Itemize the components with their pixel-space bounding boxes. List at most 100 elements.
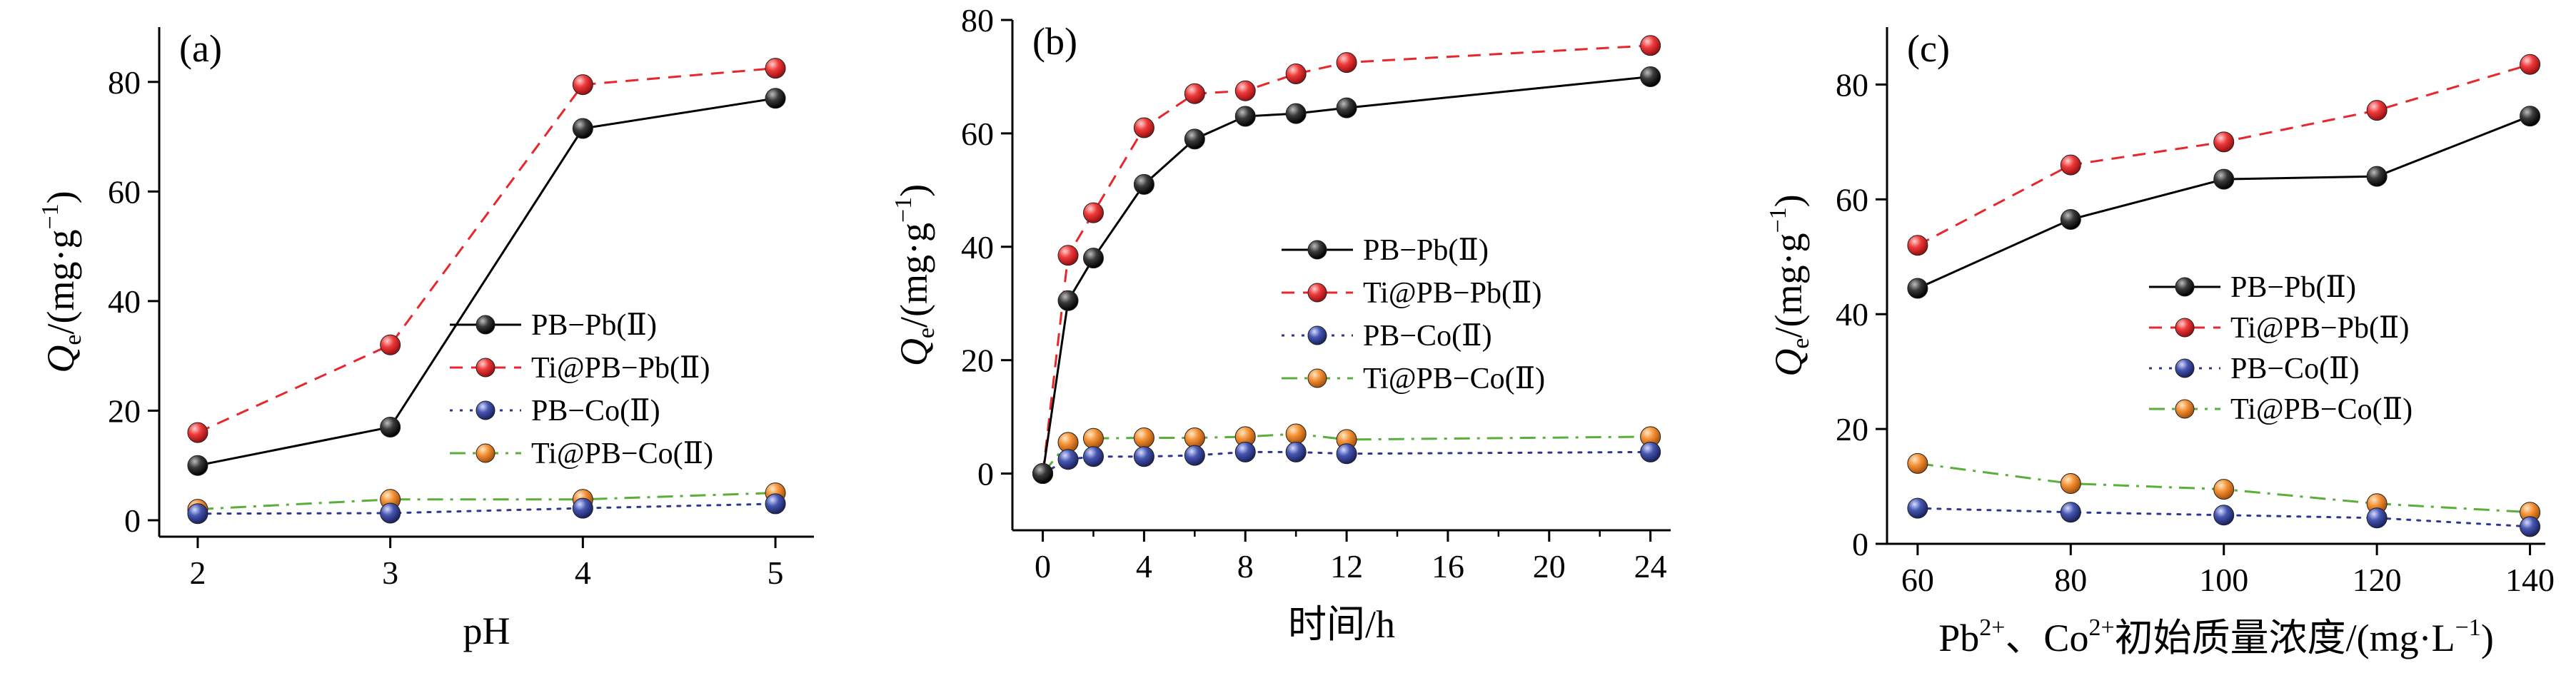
legend-entry: PB−Pb(Ⅱ) (531, 309, 657, 342)
x-tick-label: 8 (1237, 548, 1254, 585)
x-tick-label: 2 (189, 555, 206, 591)
data-point (1133, 173, 1154, 195)
legend-marker (1307, 325, 1327, 345)
chart-panel-c: 60 80 100 120 140 0 20 40 60 80 (c) Qe/(mg·g−1) Pb2+… (1765, 27, 2555, 659)
legend-marker (476, 400, 495, 420)
data-point (765, 58, 786, 79)
y-tick-label: 0 (977, 456, 994, 492)
data-point (380, 334, 401, 355)
y-tick-label: 0 (124, 502, 141, 539)
data-point (187, 455, 208, 476)
x-tick-label: 4 (1136, 548, 1152, 585)
legend-marker (2175, 358, 2195, 378)
data-point (1184, 83, 1205, 104)
data-point (2213, 168, 2235, 190)
data-point (2520, 54, 2541, 75)
data-point (1057, 245, 1079, 266)
data-point (1234, 80, 1256, 101)
x-tick-label: 16 (1432, 548, 1464, 585)
legend-entry: PB−Co(Ⅱ) (531, 395, 660, 427)
data-point (380, 416, 401, 437)
x-axis-label: Pb2+、Co2+初始质量浓度/(mg·L−1) (1938, 614, 2494, 659)
data-point (187, 503, 208, 525)
y-tick-label: 40 (1836, 296, 1868, 333)
series-line-pb-co (1916, 507, 2532, 528)
data-point (1184, 427, 1205, 449)
data-point (1184, 128, 1205, 150)
legend: PB−Pb(Ⅱ) Ti@PB−Pb(Ⅱ) PB−Co(Ⅱ) Ti@PB−Co(Ⅱ) (2149, 271, 2413, 426)
y-tick-label: 80 (108, 64, 141, 101)
legend-marker (1307, 283, 1327, 303)
x-tick-label: 24 (1634, 548, 1667, 585)
data-point (2060, 502, 2081, 523)
x-tick-label: 4 (575, 555, 591, 591)
data-point (2366, 166, 2388, 187)
y-tick-label: 60 (961, 116, 994, 152)
chart-panel-a: 2 3 4 5 0 20 40 60 80 (a) Qe/(mg·g−1) pH PB−Pb(Ⅱ) Ti@… (37, 27, 814, 652)
legend-marker (476, 443, 495, 463)
data-point (1336, 52, 1357, 74)
data-point (1082, 248, 1104, 269)
legend-entry: Ti@PB−Co(Ⅱ) (531, 437, 713, 470)
data-point (2213, 479, 2235, 500)
legend-marker (1307, 240, 1327, 260)
panel-label: (a) (179, 27, 222, 70)
data-point (1234, 106, 1256, 127)
data-point (1336, 97, 1357, 118)
y-tick-label: 60 (1836, 181, 1868, 218)
y-tick-label: 40 (961, 229, 994, 265)
series-line-pb-pb (1042, 75, 1651, 474)
data-point (2060, 473, 2081, 495)
legend-marker (2175, 318, 2195, 338)
data-point (1032, 463, 1054, 485)
data-point (572, 497, 593, 519)
legend-entry: Ti@PB−Pb(Ⅱ) (1363, 277, 1541, 310)
legend-entry: Ti@PB−Pb(Ⅱ) (2230, 312, 2409, 345)
data-point (765, 493, 786, 515)
data-point (765, 88, 786, 109)
data-point (1640, 441, 1661, 462)
legend-entry: Ti@PB−Co(Ⅱ) (2230, 393, 2413, 426)
data-point (2520, 106, 2541, 127)
legend: PB−Pb(Ⅱ) Ti@PB−Pb(Ⅱ) PB−Co(Ⅱ) Ti@PB−Co(Ⅱ) (450, 309, 713, 470)
panel-label: (b) (1032, 20, 1077, 63)
panel-label: (c) (1907, 27, 1950, 70)
data-point (1640, 35, 1661, 56)
data-point (1640, 66, 1661, 87)
data-point (1907, 452, 1928, 474)
legend-marker (2175, 399, 2195, 419)
x-tick-label: 60 (1901, 562, 1934, 598)
y-tick-label: 40 (108, 283, 141, 320)
data-point (1133, 117, 1154, 138)
y-tick-label: 80 (1836, 66, 1868, 103)
data-point (1234, 441, 1256, 462)
series-line-pb-co (1042, 450, 1652, 475)
y-axis-label: Qe/(mg·g−1) (37, 191, 86, 373)
data-point (2366, 507, 2388, 529)
legend-entry: PB−Co(Ⅱ) (1363, 320, 1492, 353)
data-point (2060, 154, 2081, 176)
data-point (1133, 446, 1154, 467)
x-tick-label: 12 (1330, 548, 1363, 585)
x-tick-label: 140 (2505, 562, 2555, 598)
data-point (1285, 441, 1307, 462)
legend-entry: Ti@PB−Co(Ⅱ) (1363, 363, 1545, 395)
x-tick-label: 100 (2199, 562, 2248, 598)
y-tick-label: 20 (1836, 411, 1868, 447)
data-point (1057, 290, 1079, 311)
data-point (1184, 445, 1205, 466)
y-tick-label: 20 (961, 343, 994, 379)
data-point (1285, 103, 1307, 124)
data-point (380, 502, 401, 524)
x-tick-label: 20 (1533, 548, 1566, 585)
data-point (1082, 427, 1104, 449)
x-tick-label: 5 (768, 555, 784, 591)
series-line-pb-co (196, 502, 777, 515)
legend-entry: PB−Co(Ⅱ) (2230, 353, 2360, 385)
x-tick-label: 0 (1035, 548, 1051, 585)
y-tick-label: 0 (1852, 526, 1868, 562)
data-point (1907, 497, 1928, 519)
x-tick-label: 3 (382, 555, 398, 591)
data-point (2520, 516, 2541, 537)
